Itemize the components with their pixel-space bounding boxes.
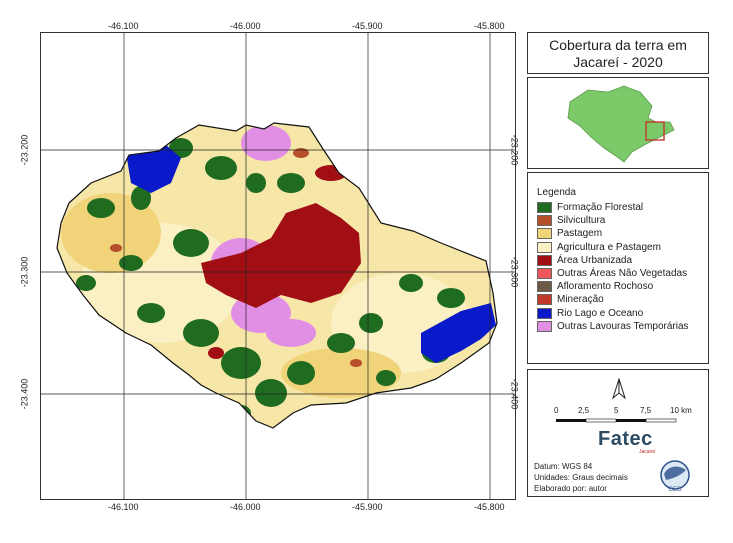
bottom-tick-1: -46.100 (108, 502, 139, 512)
legend-item: Afloramento Rochoso (537, 280, 708, 293)
author-text: Elaborado por: autor (534, 484, 607, 493)
legend-label: Agricultura e Pastagem (557, 241, 661, 253)
municipal-boundary (56, 122, 498, 429)
legend-item: Silvicultura (537, 214, 708, 227)
top-tick-3: -45.900 (352, 21, 383, 31)
legend-label: Área Urbanizada (557, 254, 633, 266)
legend-swatch (537, 241, 552, 253)
legend-item: Pastagem (537, 227, 708, 240)
legend-item: Formação Florestal (537, 201, 708, 214)
bottom-tick-2: -46.000 (230, 502, 261, 512)
legend-label: Rio Lago e Oceano (557, 307, 644, 319)
legend-item: Outras Áreas Não Vegetadas (537, 267, 708, 280)
legend-label: Silvicultura (557, 215, 606, 227)
legend-swatch (537, 320, 552, 332)
geo-seal-icon: GEO (660, 460, 690, 493)
top-tick-2: -46.000 (230, 21, 261, 31)
info-box: 0 2,5 5 7,5 10 km Fatec Jacareí Datum: W… (527, 369, 709, 497)
legend-swatch (537, 202, 552, 214)
right-tick-2: -23.300 (509, 256, 520, 288)
right-tick-1: -23.200 (509, 134, 520, 166)
map-title-line2: Jacareí - 2020 (573, 54, 663, 70)
top-tick-1: -46.100 (108, 21, 139, 31)
locator-map-box (527, 77, 709, 169)
scale-label-1: 2,5 (578, 406, 590, 415)
legend-title: Legenda (537, 187, 576, 198)
legend-swatch (537, 254, 552, 266)
legend-item: Área Urbanizada (537, 254, 708, 267)
scale-label-3: 7,5 (640, 406, 652, 415)
legend-swatch (537, 281, 552, 293)
legend-label: Outras Lavouras Temporárias (557, 320, 689, 332)
legend-swatch (537, 307, 552, 319)
scale-label-4: 10 km (670, 406, 692, 415)
legend: Legenda Formação Florestal Silvicultura … (527, 172, 709, 364)
legend-label: Outras Áreas Não Vegetadas (557, 268, 688, 280)
right-tick-3: -23.400 (509, 378, 520, 410)
map-title-box: Cobertura da terra em Jacareí - 2020 (527, 32, 709, 74)
state-shape (567, 85, 675, 163)
map-title-line1: Cobertura da terra em (549, 37, 687, 53)
scale-label-2: 5 (614, 406, 619, 415)
legend-item: Agricultura e Pastagem (537, 241, 708, 254)
north-arrow-icon (612, 378, 626, 400)
legend-label: Afloramento Rochoso (557, 281, 654, 293)
legend-item: Mineração (537, 293, 708, 306)
locator-map (567, 85, 675, 163)
legend-item: Outras Lavouras Temporárias (537, 320, 708, 333)
scale-label-0: 0 (554, 406, 559, 415)
datum-text: Datum: WGS 84 (534, 462, 593, 471)
legend-label: Mineração (557, 294, 604, 306)
study-area-marker (645, 121, 665, 141)
left-tick-1: -23.200 (19, 134, 30, 166)
map-frame (40, 32, 516, 500)
bottom-tick-4: -45.800 (474, 502, 505, 512)
legend-swatch (537, 294, 552, 306)
fatec-logo-subtitle: Jacareí (639, 449, 656, 455)
left-tick-2: -23.300 (19, 256, 30, 288)
left-tick-3: -23.400 (19, 378, 30, 410)
legend-swatch (537, 215, 552, 227)
legend-item: Rio Lago e Oceano (537, 307, 708, 320)
land-cover-map (41, 33, 515, 499)
scale-bar (556, 418, 677, 423)
legend-label: Formação Florestal (557, 202, 644, 214)
fatec-logo-text: Fatec (598, 428, 653, 450)
legend-swatch (537, 228, 552, 240)
legend-label: Pastagem (557, 228, 603, 240)
top-tick-4: -45.800 (474, 21, 505, 31)
bottom-tick-3: -45.900 (352, 502, 383, 512)
units-text: Unidades: Graus decimais (534, 473, 628, 482)
legend-swatch (537, 268, 552, 280)
graticule (41, 33, 515, 499)
geo-seal-text: GEO (668, 487, 682, 493)
